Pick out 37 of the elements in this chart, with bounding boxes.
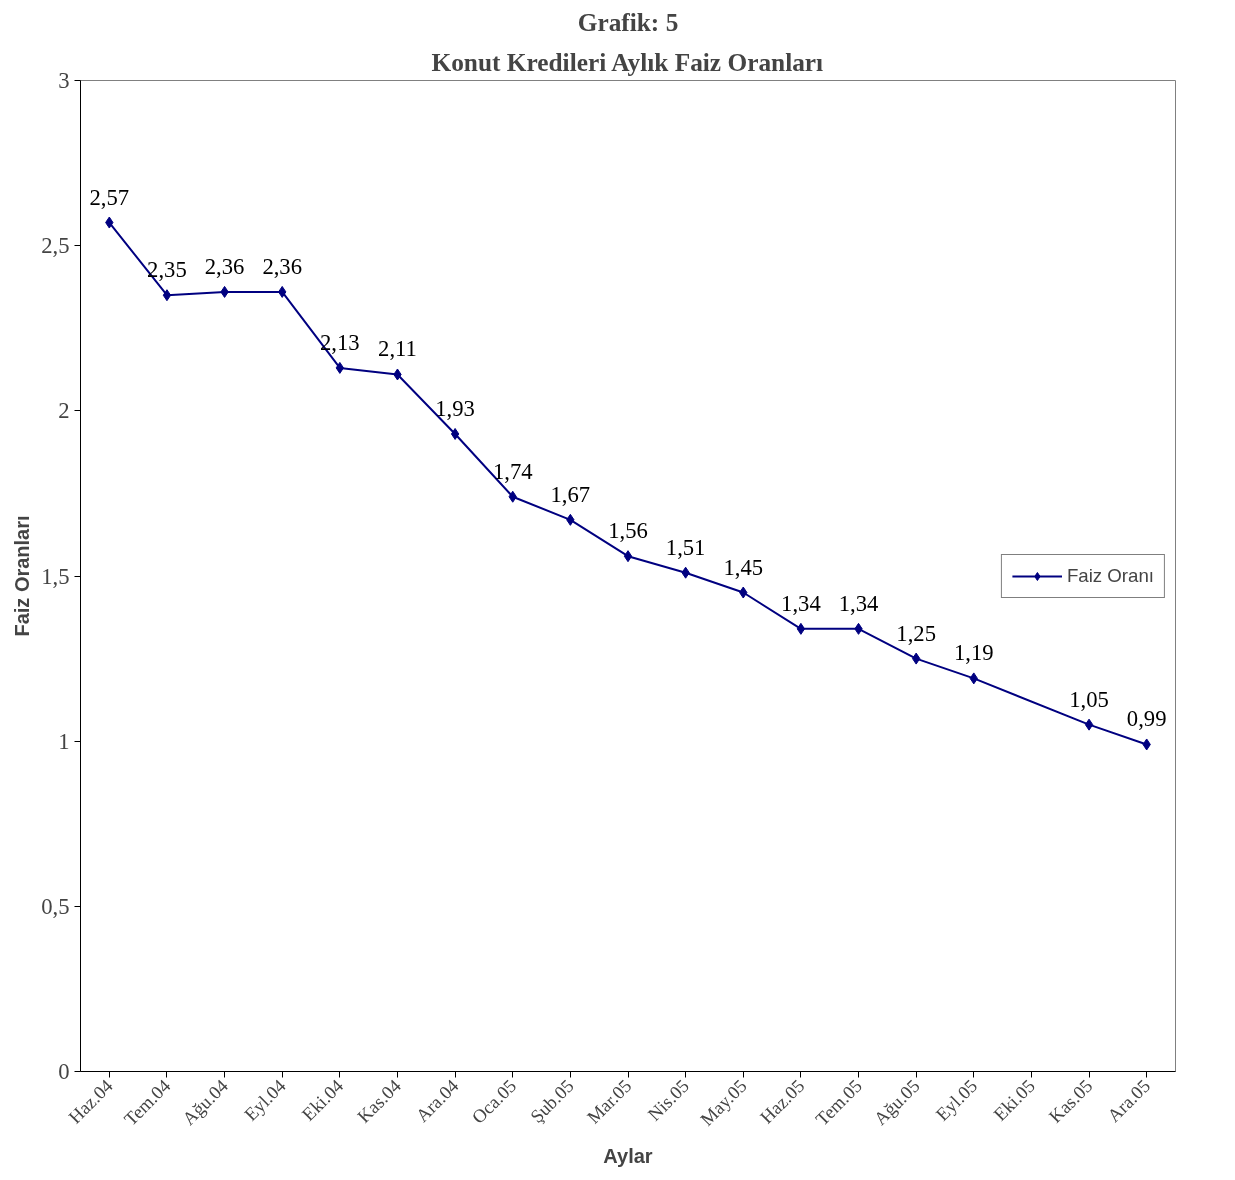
y-tick-label: 0,5 (41, 893, 70, 919)
data-label: 1,25 (896, 620, 936, 646)
data-label: 1,05 (1069, 686, 1109, 712)
point (796, 622, 806, 635)
data-label: 2,57 (89, 184, 130, 210)
y-axis-title: Faiz Oranları (11, 515, 34, 637)
data-label: 1,67 (550, 481, 591, 507)
data-label: 1,51 (665, 534, 706, 560)
y-tick-label: 1,5 (41, 563, 70, 589)
y-tick-label: 2 (58, 398, 70, 424)
y-tick-label: 0 (58, 1059, 70, 1084)
data-label: 2,36 (262, 253, 303, 279)
data-label: 2,13 (320, 329, 360, 355)
data-label: 2,36 (204, 253, 245, 279)
data-label: 1,93 (435, 395, 475, 421)
y-tick-label: 2,5 (41, 233, 70, 259)
chart-subtitle: Konut Kredileri Aylık Faiz Oranları (431, 47, 824, 76)
data-label: 1,34 (838, 590, 879, 616)
y-tick-label: 1 (58, 728, 70, 754)
y-tick-label: 3 (58, 68, 70, 93)
point (162, 289, 172, 302)
point (911, 652, 921, 665)
data-label: 1,74 (492, 458, 533, 484)
data-label: 1,56 (608, 518, 648, 544)
data-label: 1,45 (723, 554, 764, 580)
x-axis-title: Aylar (603, 1145, 653, 1168)
data-label: 2,11 (378, 336, 417, 362)
point (623, 550, 633, 563)
point (450, 427, 460, 440)
point (1084, 718, 1094, 731)
data-label: 2,35 (147, 257, 187, 283)
data-label: 1,19 (953, 640, 994, 666)
point (335, 361, 345, 374)
chart-title: Grafik: 5 (577, 7, 679, 36)
legend-label: Faiz Oranı (1066, 564, 1154, 587)
data-label: 0,99 (1126, 706, 1167, 732)
data-label: 1,34 (781, 590, 821, 616)
